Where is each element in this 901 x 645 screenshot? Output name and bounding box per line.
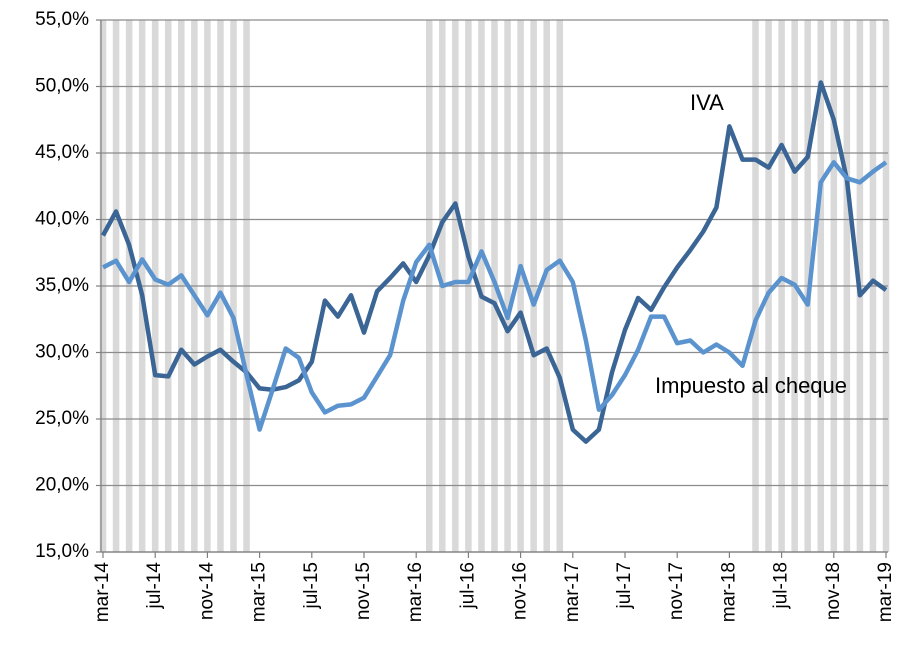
y-tick-label: 35,0%	[35, 275, 89, 296]
x-tick-label: nov-18	[823, 562, 844, 620]
series-label: IVA	[690, 90, 724, 115]
series-line	[101, 160, 888, 432]
x-tick-label: mar-17	[562, 562, 583, 622]
x-tick-label: jul-16	[457, 562, 478, 609]
y-tick-label: 30,0%	[35, 342, 89, 363]
x-tick-label: jul-17	[614, 562, 635, 609]
x-tick-label: mar-16	[405, 562, 426, 622]
y-tick-label: 15,0%	[35, 541, 89, 562]
y-tick-label: 45,0%	[35, 142, 89, 163]
x-tick-label: mar-14	[92, 562, 113, 623]
series-label: Impuesto al cheque	[655, 373, 847, 398]
y-tick-label: 40,0%	[35, 209, 89, 230]
x-tick-label: mar-15	[249, 562, 270, 622]
x-tick-label: nov-15	[353, 562, 374, 620]
x-tick-label: mar-18	[718, 562, 739, 622]
x-tick-label: nov-14	[196, 562, 217, 621]
y-tick-label: 20,0%	[35, 475, 89, 496]
x-tick-label: nov-17	[666, 562, 687, 620]
x-tick-label: nov-16	[510, 562, 531, 620]
x-tick-label: jul-14	[144, 562, 165, 610]
x-tick-label: jul-15	[301, 562, 322, 609]
series-line	[101, 80, 888, 444]
x-tick-label: jul-18	[771, 562, 792, 609]
y-tick-label: 50,0%	[35, 76, 89, 97]
y-tick-label: 25,0%	[35, 408, 89, 429]
x-tick-label: mar-19	[875, 562, 896, 622]
y-tick-label: 55,0%	[35, 9, 89, 30]
